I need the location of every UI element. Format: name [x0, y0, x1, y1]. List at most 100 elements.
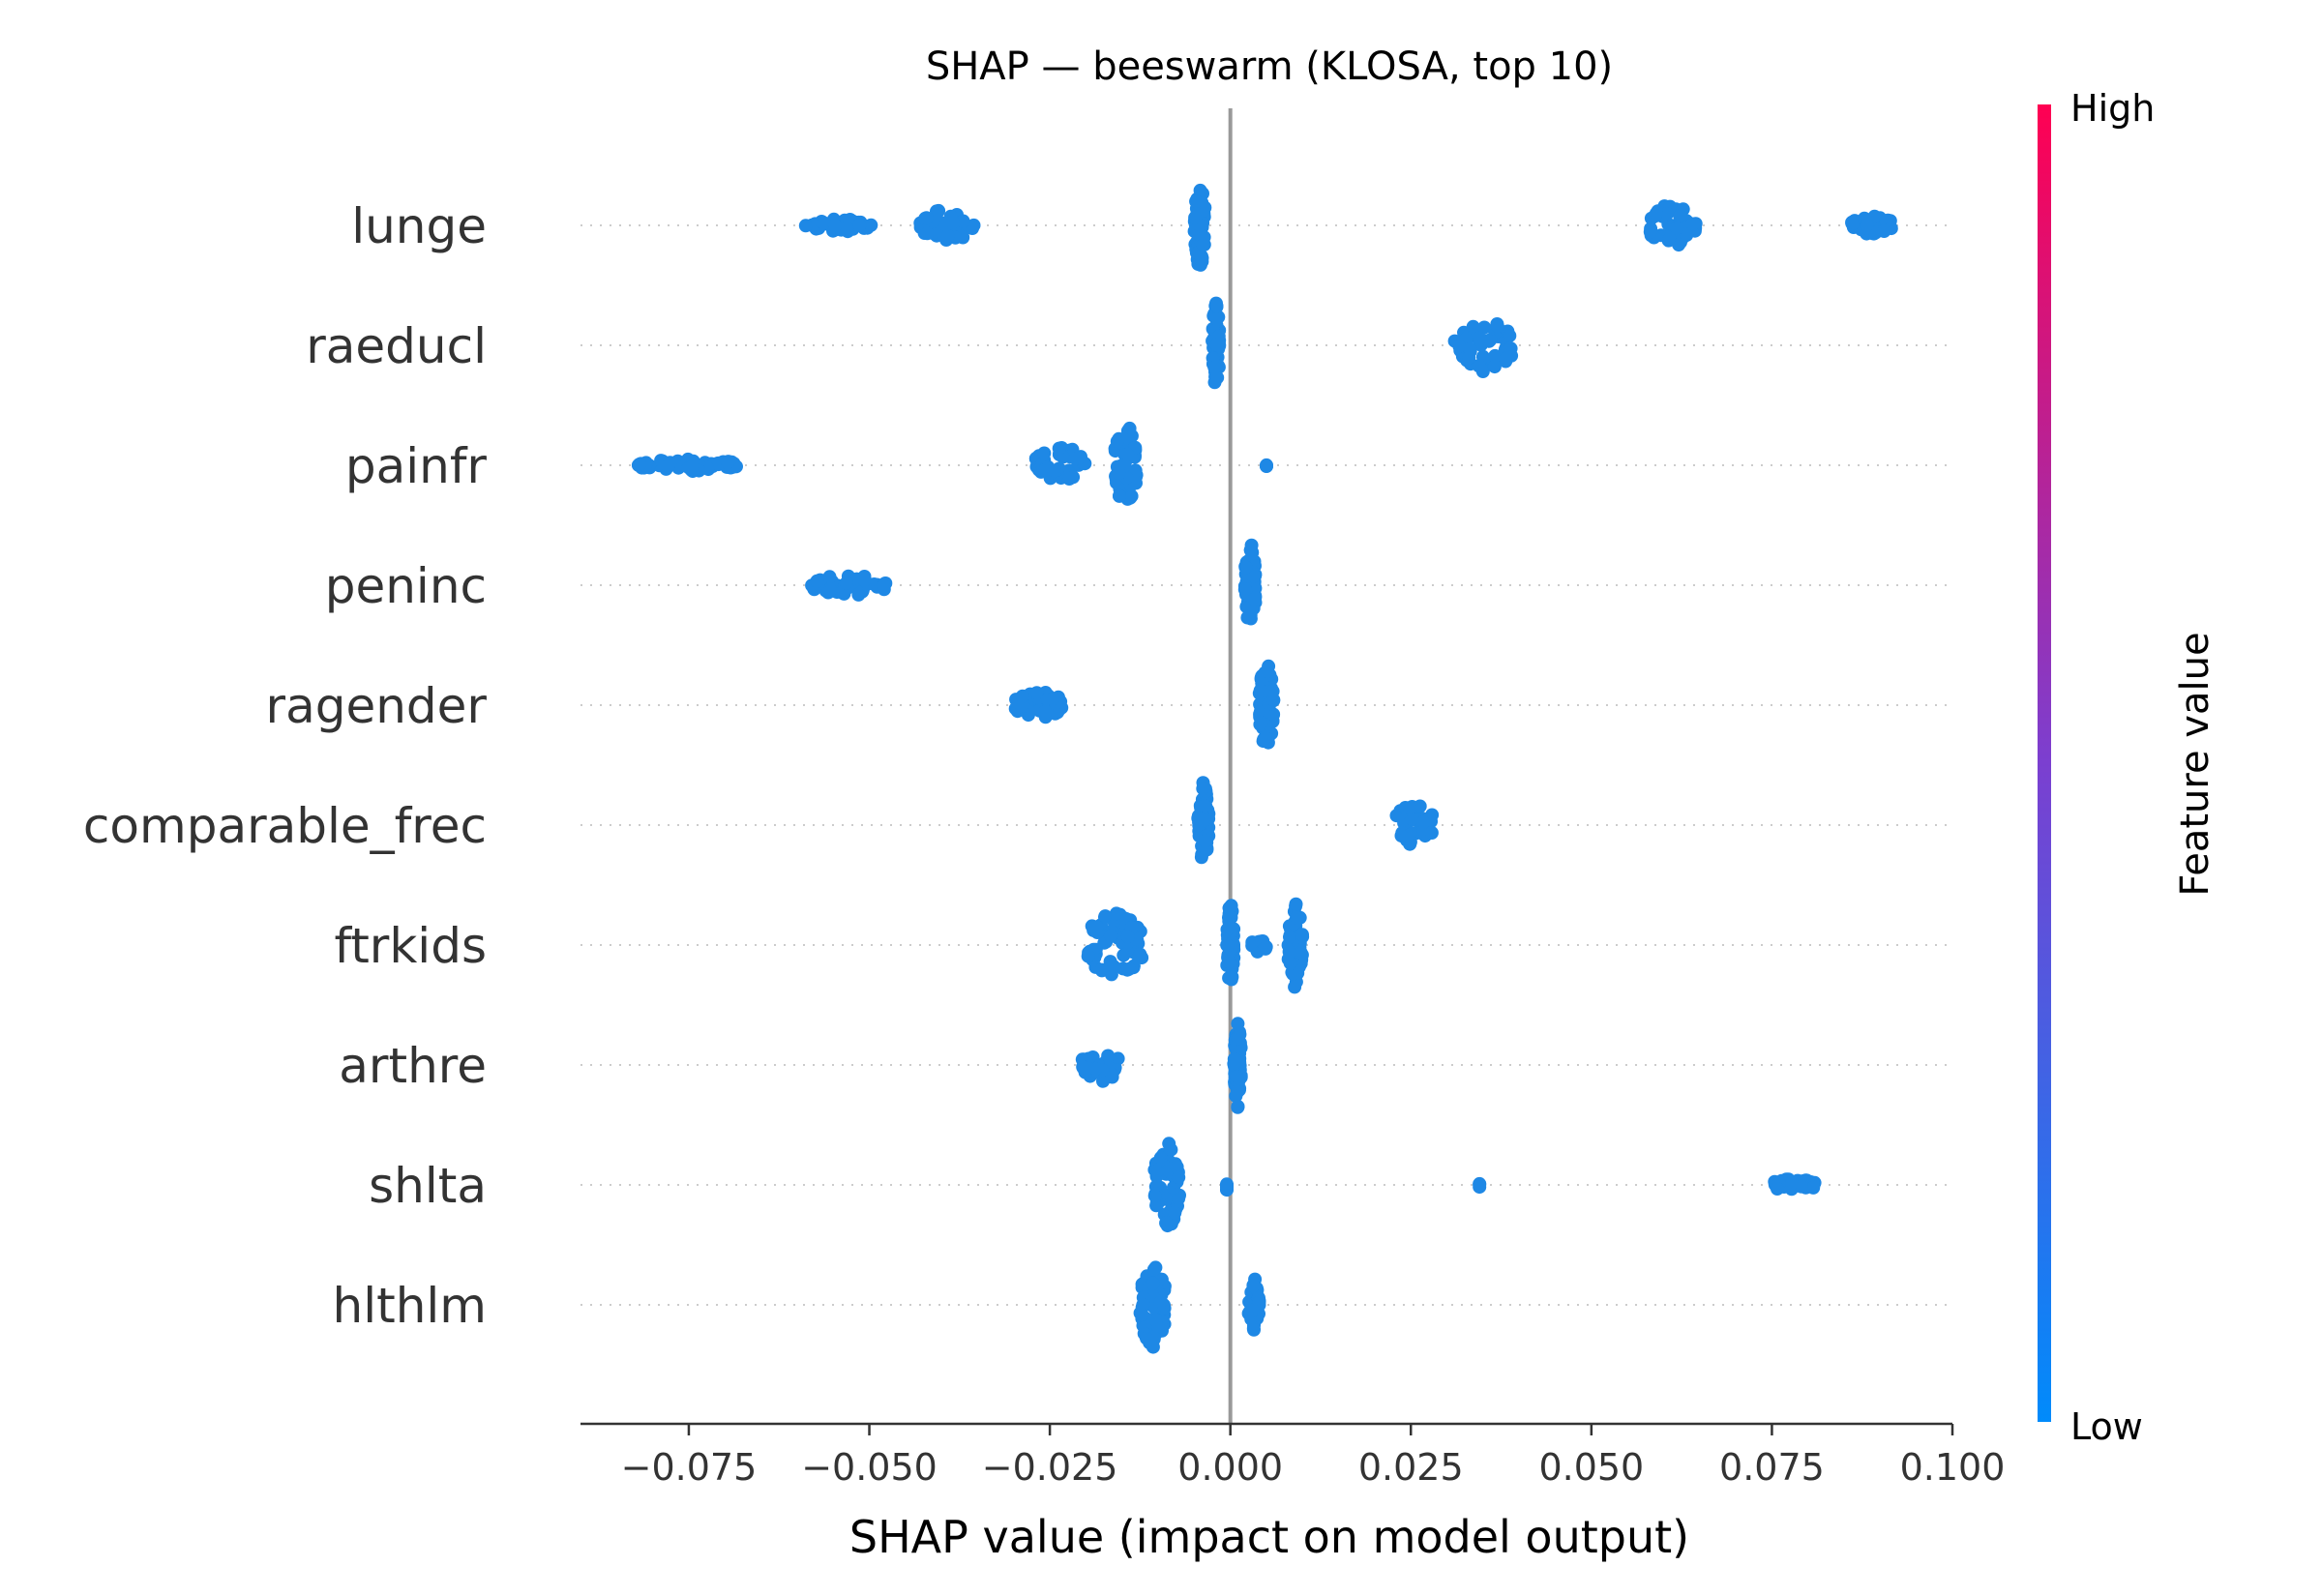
x-tick-label: −0.050 [801, 1446, 938, 1489]
shap-point [1113, 488, 1126, 503]
shap-point [1015, 689, 1029, 703]
shap-point [1685, 217, 1700, 231]
shap-point [1784, 1176, 1799, 1191]
feature-label: shlta [369, 1158, 487, 1214]
shap-point [1282, 945, 1296, 959]
shap-point [1661, 233, 1676, 248]
shap-point [1254, 716, 1268, 730]
shap-point [1240, 610, 1255, 625]
shap-point [685, 458, 700, 473]
shap-point [1227, 1056, 1241, 1071]
shap-point [1247, 1318, 1261, 1333]
shap-point [877, 579, 890, 594]
shap-point [1140, 1331, 1154, 1345]
shap-point [1245, 1303, 1260, 1317]
shap-point [1237, 582, 1252, 597]
shap-point [1860, 218, 1874, 232]
shap-point [1246, 569, 1261, 583]
chart-title: SHAP — beeswarm (KLOSA, top 10) [926, 44, 1613, 89]
shap-point [1038, 704, 1053, 719]
shap-point [1295, 928, 1309, 942]
feature-label: peninc [325, 558, 487, 614]
shap-point [1172, 1192, 1186, 1206]
feature-label: raeducl [306, 318, 487, 374]
shap-point [1198, 799, 1212, 813]
x-tick-label: 0.050 [1538, 1446, 1644, 1489]
shap-point [1037, 446, 1052, 460]
feature-label: comparable_frec [83, 798, 487, 854]
shap-point [661, 459, 675, 474]
shap-point [1153, 1294, 1168, 1309]
shap-point [1170, 1160, 1184, 1174]
shap-point [932, 203, 946, 218]
shap-point [1245, 935, 1260, 950]
x-axis-label: SHAP value (impact on model output) [849, 1511, 1689, 1563]
shap-point [1416, 814, 1431, 829]
shap-point [1168, 1205, 1182, 1220]
shap-point [1098, 909, 1113, 924]
shap-point [1477, 320, 1492, 335]
shap-point [1260, 458, 1273, 473]
shap-point [721, 456, 734, 470]
shap-point [1207, 361, 1222, 374]
feature-label: ftrkids [334, 918, 487, 974]
colorbar-high-label: High [2070, 87, 2155, 130]
shap-point [919, 211, 934, 225]
shap-point [1071, 451, 1086, 465]
shap-point [852, 218, 867, 232]
x-tick-label: 0.025 [1358, 1446, 1464, 1489]
shap-point [1223, 971, 1237, 986]
shap-point [1265, 684, 1280, 698]
shap-point [1283, 930, 1296, 944]
shap-point [1403, 801, 1416, 815]
shap-point [1288, 980, 1302, 994]
shap-point [1283, 956, 1297, 970]
shap-point [1222, 955, 1236, 969]
shap-point [864, 218, 878, 232]
shap-point [1147, 1189, 1162, 1203]
x-ticks: −0.075 −0.050 −0.025 0.000 0.025 0.050 0.075 0.… [621, 1424, 2005, 1489]
shap-point [1062, 472, 1077, 486]
shap-point [920, 226, 935, 241]
shap-point [1877, 224, 1891, 238]
shap-point [1649, 206, 1663, 221]
shap-point [1247, 592, 1262, 606]
shap-point [1209, 312, 1224, 327]
shap-point [1189, 194, 1204, 209]
shap-point [1238, 560, 1253, 575]
shap-point [1258, 730, 1272, 745]
feature-labels: lunge raeducl painfr peninc ragender comparab… [83, 198, 488, 1334]
shap-point [1500, 351, 1514, 365]
shap-point [1231, 1100, 1245, 1114]
shap-point [1148, 1313, 1163, 1327]
shap-point [1244, 538, 1259, 552]
shap-point [1290, 910, 1304, 925]
shap-point [1394, 829, 1409, 842]
shap-point [1405, 812, 1419, 826]
shap-point [1490, 319, 1504, 334]
shap-point [1159, 1216, 1174, 1230]
shap-point [1424, 826, 1439, 840]
shap-point [1209, 338, 1224, 352]
shap-point [940, 228, 955, 243]
shap-point [1135, 1307, 1149, 1321]
feature-label: painfr [345, 438, 488, 494]
feature-label: hlthlm [333, 1278, 487, 1334]
shap-point [633, 458, 646, 471]
shap-point [1121, 961, 1136, 976]
shap-point [1196, 782, 1210, 796]
shap-point [1463, 341, 1477, 356]
shap-point [1164, 1142, 1178, 1157]
shap-point [1289, 897, 1303, 911]
shap-point [1294, 945, 1308, 960]
shap-point [1197, 813, 1211, 828]
shap-point [1672, 238, 1686, 252]
shap-point [1670, 221, 1684, 235]
shap-point [1038, 462, 1053, 477]
shap-point [1188, 211, 1203, 225]
shap-point [1222, 914, 1236, 929]
shap-point [945, 215, 960, 229]
shap-point [1198, 834, 1212, 848]
shap-point [1128, 463, 1143, 478]
